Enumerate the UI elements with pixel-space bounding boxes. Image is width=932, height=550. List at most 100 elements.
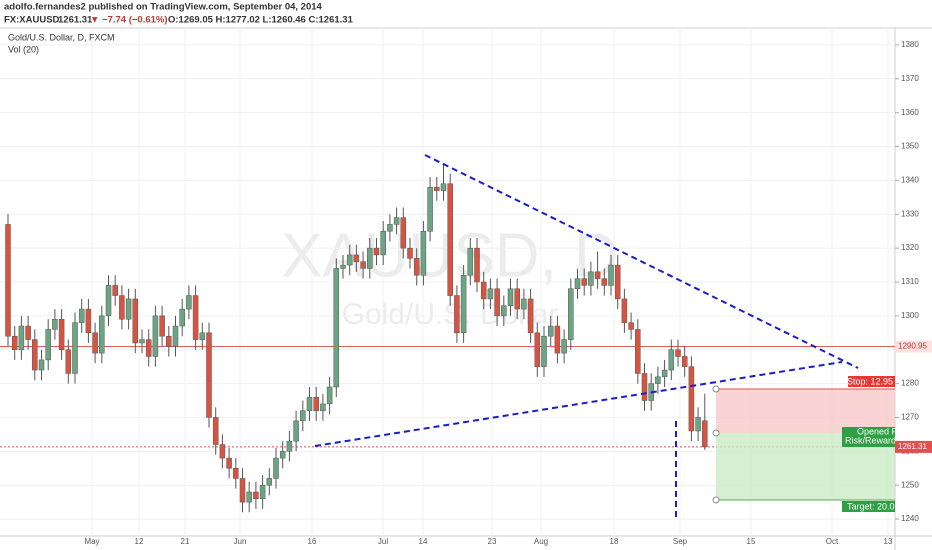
- author-line: adolfo.fernandes2 published on TradingVi…: [4, 2, 323, 13]
- candle-body: [353, 254, 360, 262]
- handle[interactable]: [712, 385, 720, 393]
- y-tick-label: 1360: [901, 108, 919, 117]
- candle-body: [460, 274, 467, 334]
- candle-body: [219, 444, 226, 459]
- y-tick-label: 1320: [901, 243, 919, 252]
- candle-body: [427, 186, 433, 232]
- candle-body: [480, 281, 487, 300]
- candle-body: [675, 349, 681, 357]
- candle-body: [702, 420, 708, 448]
- candle-body: [380, 230, 386, 256]
- candle-body: [594, 271, 601, 279]
- candle-body: [534, 332, 541, 367]
- candle-body: [628, 322, 634, 330]
- handle[interactable]: [712, 496, 720, 504]
- candle-body: [246, 491, 252, 503]
- candle-body: [212, 417, 219, 445]
- candle-body: [527, 298, 534, 334]
- candle-body: [387, 224, 393, 232]
- x-tick-label: 13: [884, 537, 893, 546]
- candle-body: [152, 315, 159, 357]
- candle-body: [5, 224, 11, 337]
- candle-body: [440, 183, 447, 191]
- candle-body: [18, 325, 25, 350]
- candle-body: [132, 298, 139, 344]
- candle-body: [635, 329, 641, 374]
- candle-body: [166, 335, 172, 347]
- y-tick-label: 1270: [901, 413, 919, 422]
- x-tick-label: 23: [488, 537, 497, 546]
- risk-zone: [716, 389, 895, 433]
- candle-body: [52, 319, 58, 330]
- candle-body: [320, 403, 326, 411]
- candle-body: [514, 288, 520, 310]
- candle-body: [360, 261, 366, 269]
- candle-body: [561, 339, 567, 354]
- candle-body: [159, 315, 165, 337]
- candle-body: [206, 332, 212, 418]
- candle-body: [313, 396, 319, 411]
- x-tick-label: 14: [419, 537, 428, 546]
- x-tick-label: Jul: [378, 537, 388, 546]
- candle-body: [105, 285, 112, 317]
- candle-body: [300, 410, 306, 422]
- trend-line[interactable]: [314, 361, 843, 447]
- candle-body: [668, 349, 675, 371]
- ohlc: O:1269.05 H:1277.02 L:1260.46 C:1261.31: [168, 15, 354, 26]
- y-tick-label: 1280: [901, 379, 919, 388]
- y-tick-label: 1300: [901, 311, 919, 320]
- handle[interactable]: [712, 429, 720, 437]
- candle-body: [119, 295, 125, 320]
- target-label: Target: 20.0: [847, 501, 895, 511]
- y-tick-label: 1250: [901, 480, 919, 489]
- candle-body: [454, 295, 460, 334]
- candle-body: [413, 258, 420, 276]
- candle-body: [306, 396, 313, 411]
- symbol: FX:XAUUSD: [4, 15, 60, 26]
- price-tag-label: 1290.95: [898, 342, 927, 351]
- candle-body: [145, 339, 152, 357]
- candle-body: [226, 457, 232, 469]
- candle-body: [293, 420, 299, 442]
- candle-body: [661, 369, 668, 378]
- candle-body: [32, 339, 38, 371]
- y-tick-label: 1330: [901, 209, 919, 218]
- candle-body: [286, 440, 293, 452]
- candle-body: [346, 254, 353, 266]
- x-tick-label: Aug: [534, 537, 548, 546]
- candle-body: [192, 295, 199, 340]
- candle-body: [621, 298, 628, 323]
- candle-body: [547, 325, 554, 337]
- candle-body: [85, 308, 92, 334]
- price-tag: [895, 440, 932, 453]
- candle-body: [655, 376, 661, 384]
- candle-body: [487, 288, 494, 300]
- candle-body: [112, 285, 118, 296]
- candle-body: [641, 373, 648, 401]
- candle-body: [554, 325, 561, 354]
- trend-line[interactable]: [424, 154, 859, 369]
- opened-tag: [842, 427, 895, 447]
- candle-body: [393, 217, 400, 225]
- candle-body: [65, 349, 72, 374]
- candle-body: [541, 335, 547, 367]
- target-tag: [842, 501, 895, 512]
- candle-body: [72, 322, 78, 374]
- y-tick-label: 1380: [901, 40, 919, 49]
- candle-body: [99, 315, 105, 354]
- x-tick-label: 21: [181, 537, 190, 546]
- y-tick-label: 1310: [901, 277, 919, 286]
- drawings: [314, 154, 859, 518]
- candle-body: [588, 271, 594, 286]
- candle-body: [681, 356, 688, 367]
- x-tick-label: 12: [135, 537, 144, 546]
- candle-body: [58, 319, 65, 350]
- candle-body: [125, 298, 132, 320]
- candle-body: [172, 325, 179, 347]
- candle-body: [45, 329, 51, 361]
- candle-body: [340, 264, 346, 269]
- candles: [5, 163, 708, 513]
- candle-body: [507, 288, 514, 306]
- candle-body: [474, 247, 480, 283]
- legend-instrument: Gold/U.S. Dollar, D, FXCM: [8, 32, 115, 42]
